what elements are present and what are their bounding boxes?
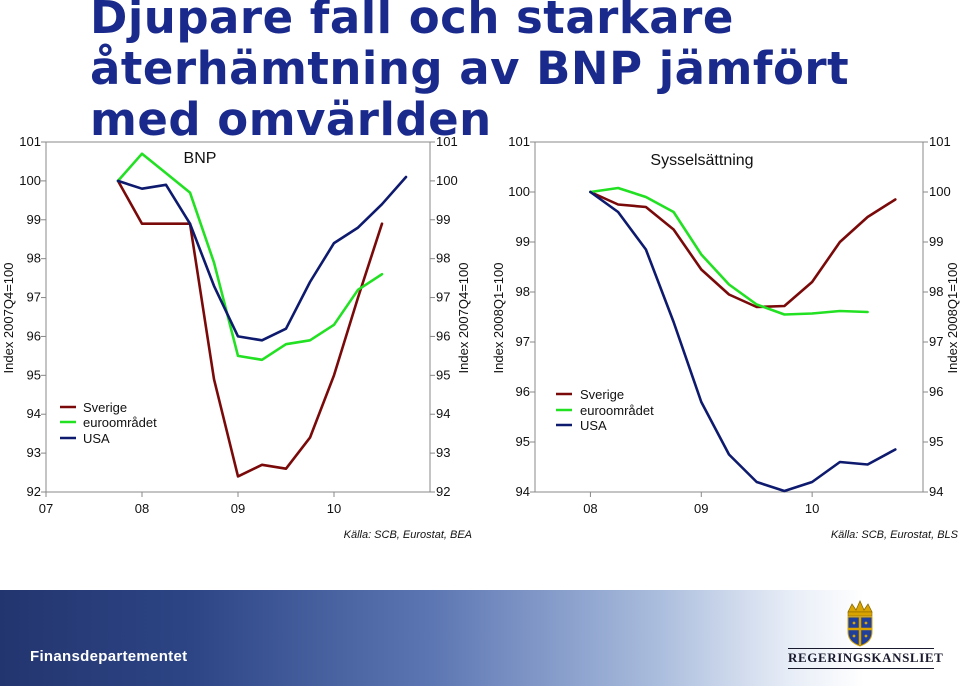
gdp-ytick-label-right: 98	[436, 251, 450, 266]
gdp-ytick-label-left: 97	[27, 290, 41, 305]
employment-y-ticks-left: 94 95 96 97 98 99 100 101	[508, 134, 535, 499]
gdp-x-ticks: 07 08 09 10	[39, 492, 341, 516]
gdp-ytick-label-left: 92	[27, 484, 41, 499]
gdp-legend-label-euroomradet: euroområdet	[83, 415, 157, 430]
gdp-series-line-usa	[116, 175, 408, 342]
gdp-ytick-label-right: 101	[436, 134, 458, 149]
employment-chart-title: Sysselsättning	[650, 152, 753, 169]
employment-ytick-label-left: 99	[516, 234, 530, 249]
employment-ytick-label-right: 95	[929, 434, 943, 449]
employment-legend-label-euroomradet: euroområdet	[580, 403, 654, 418]
government-logo: REGERINGSKANSLIET	[780, 598, 944, 678]
gdp-xtick-label: 09	[231, 501, 245, 516]
gdp-ytick-label-right: 93	[436, 445, 450, 460]
employment-ytick-label-right: 99	[929, 234, 943, 249]
employment-series-line-euroomradet	[589, 186, 869, 316]
logo-rule	[788, 668, 934, 669]
footer-bar: Finansdepartementet	[0, 590, 960, 686]
employment-ytick-label-left: 95	[516, 434, 530, 449]
gdp-xtick-label: 08	[135, 501, 149, 516]
ministry-name: Finansdepartementet	[30, 648, 188, 665]
gdp-y-ticks-right: 92 93 94 95 96 97 98 99 100 101	[430, 134, 458, 499]
employment-xtick-label: 09	[694, 501, 708, 516]
gdp-ytick-label-left: 93	[27, 445, 41, 460]
employment-ytick-label-right: 94	[929, 484, 943, 499]
gdp-series-line-sverige	[116, 179, 384, 478]
employment-ytick-label-left: 96	[516, 384, 530, 399]
logo-text: REGERINGSKANSLIET	[788, 650, 944, 665]
crown-shield-icon	[847, 600, 873, 647]
employment-y-ticks-right: 94 95 96 97 98 99 100 101	[923, 134, 951, 499]
gdp-ytick-label-left: 101	[19, 134, 41, 149]
gdp-ytick-label-right: 96	[436, 328, 450, 343]
employment-source-note: Källa: SCB, Eurostat, BLS	[831, 529, 959, 541]
employment-xtick-label: 08	[583, 501, 597, 516]
slide-title: Djupare fall och starkare återhämtning a…	[90, 0, 850, 146]
gdp-source-note: Källa: SCB, Eurostat, BEA	[344, 529, 472, 541]
gdp-xtick-label: 07	[39, 501, 53, 516]
gdp-ytick-label-right: 94	[436, 406, 450, 421]
gdp-legend-label-usa: USA	[83, 431, 110, 446]
employment-x-ticks: 08 09 10	[583, 492, 819, 516]
gdp-ytick-label-left: 96	[27, 328, 41, 343]
gdp-legend-label-sverige: Sverige	[83, 400, 127, 415]
gdp-ytick-label-left: 94	[27, 406, 41, 421]
gdp-ytick-label-left: 98	[27, 251, 41, 266]
employment-ytick-label-left: 100	[508, 184, 530, 199]
employment-series-line-sverige	[589, 190, 897, 309]
gdp-ytick-label-right: 95	[436, 367, 450, 382]
employment-ytick-label-right: 100	[929, 184, 951, 199]
gdp-y-ticks-left: 92 93 94 95 96 97 98 99 100 101	[19, 134, 46, 499]
logo-rule-top	[788, 648, 934, 649]
gdp-y-axis-label-right: Index 2007Q4=100	[456, 263, 471, 374]
gdp-ytick-label-left: 95	[27, 367, 41, 382]
gdp-ytick-label-left: 100	[19, 173, 41, 188]
employment-ytick-label-right: 101	[929, 134, 951, 149]
employment-ytick-label-left: 101	[508, 134, 530, 149]
employment-xtick-label: 10	[805, 501, 819, 516]
gdp-y-axis-label-left: Index 2007Q4=100	[1, 263, 16, 374]
gdp-chart-title: BNP	[184, 150, 217, 167]
employment-ytick-label-left: 98	[516, 284, 530, 299]
employment-plot-frame	[534, 141, 924, 493]
employment-y-axis-label-right: Index 2008Q1=100	[945, 263, 960, 374]
employment-ytick-label-right: 97	[929, 334, 943, 349]
gdp-xtick-label: 10	[327, 501, 341, 516]
employment-chart: Sysselsättning 94 95 96 97 98 99 100 101 94 95 96…	[491, 134, 960, 541]
employment-legend-label-sverige: Sverige	[580, 387, 624, 402]
employment-ytick-label-left: 94	[516, 484, 530, 499]
employment-legend-label-usa: USA	[580, 418, 607, 433]
gdp-ytick-label-left: 99	[27, 212, 41, 227]
employment-legend: Sverige euroområdet USA	[556, 387, 654, 433]
employment-ytick-label-right: 96	[929, 384, 943, 399]
gdp-ytick-label-right: 100	[436, 173, 458, 188]
employment-y-axis-label-left: Index 2008Q1=100	[491, 263, 506, 374]
gdp-ytick-label-right: 92	[436, 484, 450, 499]
gdp-series	[116, 152, 408, 478]
employment-ytick-label-right: 98	[929, 284, 943, 299]
gdp-ytick-label-right: 97	[436, 290, 450, 305]
gdp-ytick-label-right: 99	[436, 212, 450, 227]
gdp-series-line-euroomradet	[116, 152, 384, 362]
employment-ytick-label-left: 97	[516, 334, 530, 349]
employment-series-line-usa	[589, 190, 897, 493]
employment-series	[589, 186, 897, 493]
gdp-legend: Sverige euroområdet USA	[60, 400, 157, 446]
